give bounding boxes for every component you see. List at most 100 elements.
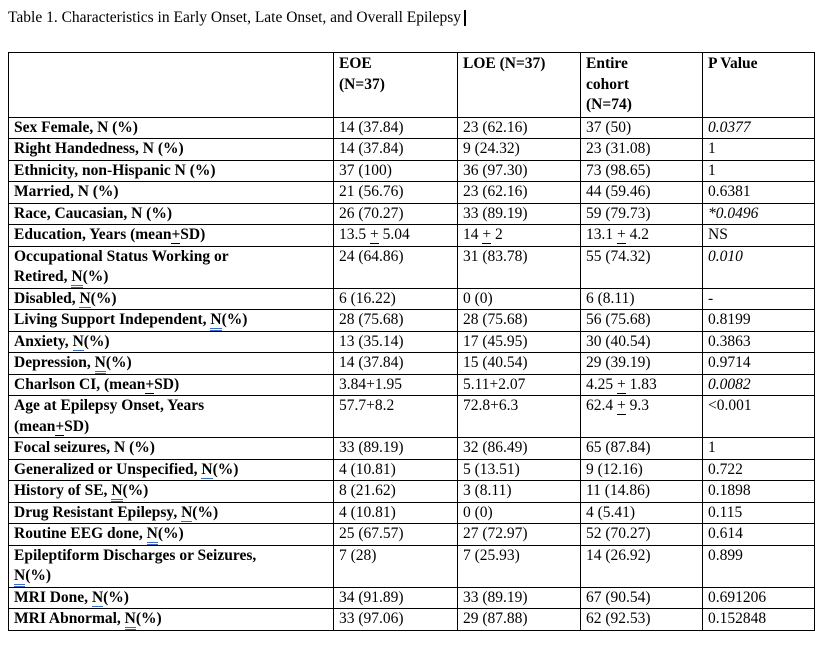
table-row: Occupational Status Working or Retired, … xyxy=(8,245,815,289)
plus-minus-sign: + xyxy=(482,226,492,244)
table-row: Ethnicity, non-Hispanic N (%) 37 (100) 36 … xyxy=(8,159,815,182)
cohort-value: 6 (8.11) xyxy=(580,287,703,310)
row-label: Occupational Status Working or Retired, … xyxy=(8,245,334,289)
header-row: EOE (N=37) LOE (N=37) Entire cohort (N=74)… xyxy=(8,52,815,118)
eoe-value: 28 (75.68) xyxy=(333,309,458,332)
table-row: Right Handedness, N (%) 14 (37.84) 9 (24.3… xyxy=(8,138,815,161)
cohort-value: 4.25 + 1.83 xyxy=(580,373,703,396)
p-value: 0.722 xyxy=(702,458,815,481)
p-value: 1 xyxy=(702,437,815,460)
plus-minus-sign: + xyxy=(617,375,626,394)
grammar-underlined-n: N xyxy=(72,332,84,352)
row-label: Sex Female, N (%) xyxy=(8,116,334,139)
row-label: Focal seizures, N (%) xyxy=(8,437,334,460)
cohort-value: 4 (5.41) xyxy=(580,501,703,524)
p-value: 0.691206 xyxy=(702,586,815,609)
table-row: MRI Done, N(%) 34 (91.89) 33 (89.19) 67 (90… xyxy=(8,586,815,609)
p-value: 0.152848 xyxy=(702,608,815,631)
eoe-value: 57.7+8.2 xyxy=(333,395,458,438)
cohort-value: 14 (26.92) xyxy=(580,544,703,588)
loe-value: 5.11+2.07 xyxy=(457,373,581,396)
loe-value: 9 (24.32) xyxy=(457,138,581,161)
p-value: 0.0377 xyxy=(702,116,815,139)
loe-value: 27 (72.97) xyxy=(457,523,581,546)
document-page: Table 1. Characteristics in Early Onset,… xyxy=(8,8,832,631)
grammar-underlined-n: N xyxy=(91,588,104,608)
cohort-value: 65 (87.84) xyxy=(580,437,703,460)
column-header-entire-cohort-n-74: Entire cohort (N=74) xyxy=(580,52,703,118)
eoe-value: 6 (16.22) xyxy=(333,287,458,310)
eoe-value: 26 (70.27) xyxy=(333,202,458,225)
cohort-value: 62.4 + 9.3 xyxy=(580,395,703,438)
eoe-value: 14 (37.84) xyxy=(333,138,458,161)
p-value: 0.8199 xyxy=(702,309,815,332)
p-value: 0.614 xyxy=(702,523,815,546)
loe-value: 29 (87.88) xyxy=(457,608,581,631)
column-header-eoe-n-37: EOE (N=37) xyxy=(333,52,458,118)
table-row: Age at Epilepsy Onset, Years (mean+SD) 57… xyxy=(8,395,815,438)
grammar-underlined-n: N xyxy=(124,610,136,630)
grammar-underlined-n: N xyxy=(210,311,222,331)
p-value: 0.1898 xyxy=(702,480,815,503)
eoe-value: 13.5 + 5.04 xyxy=(333,224,458,247)
loe-value: 23 (62.16) xyxy=(457,116,581,139)
p-value: - xyxy=(702,287,815,310)
row-label: Drug Resistant Epilepsy, N(%) xyxy=(8,501,334,524)
p-value: 1 xyxy=(702,138,815,161)
row-label: MRI Done, N(%) xyxy=(8,586,334,609)
loe-value: 3 (8.11) xyxy=(457,480,581,503)
eoe-value: 34 (91.89) xyxy=(333,586,458,609)
column-header-loe-n-37: LOE (N=37) xyxy=(457,52,581,118)
table-caption: Table 1. Characteristics in Early Onset,… xyxy=(8,8,832,28)
row-label: Routine EEG done, N(%) xyxy=(8,523,334,546)
grammar-underlined-n: N xyxy=(181,503,193,523)
row-label: History of SE, N(%) xyxy=(8,480,334,503)
cohort-value: 13.1 + 4.2 xyxy=(580,224,703,247)
loe-value: 14 + 2 xyxy=(457,224,581,247)
loe-value: 72.8+6.3 xyxy=(457,395,581,438)
table-row: History of SE, N(%) 8 (21.62) 3 (8.11) 11 (… xyxy=(8,480,815,503)
grammar-underlined-n: N xyxy=(111,482,123,502)
table-header: EOE (N=37) LOE (N=37) Entire cohort (N=74)… xyxy=(8,52,815,118)
loe-value: 15 (40.54) xyxy=(457,352,581,375)
eoe-value: 4 (10.81) xyxy=(333,458,458,481)
table-row: Drug Resistant Epilepsy, N(%) 4 (10.81) 0 … xyxy=(8,501,815,524)
column-header-row-label xyxy=(8,52,334,118)
p-value: 0.899 xyxy=(702,544,815,588)
table-row: Depression, N(%) 14 (37.84) 15 (40.54) 29 (… xyxy=(8,352,815,375)
cohort-value: 73 (98.65) xyxy=(580,159,703,182)
eoe-value: 8 (21.62) xyxy=(333,480,458,503)
grammar-underlined-n: N xyxy=(71,268,83,287)
row-label: Right Handedness, N (%) xyxy=(8,138,334,161)
row-label: Disabled, N(%) xyxy=(8,287,334,310)
table-row: Sex Female, N (%) 14 (37.84) 23 (62.16) 37 … xyxy=(8,116,815,139)
cohort-value: 59 (79.73) xyxy=(580,202,703,225)
row-label: Living Support Independent, N(%) xyxy=(8,309,334,332)
eoe-value: 4 (10.81) xyxy=(333,501,458,524)
column-header-p-value: P Value xyxy=(702,52,815,118)
p-value: 0.3863 xyxy=(702,330,815,353)
loe-value: 33 (89.19) xyxy=(457,586,581,609)
table-body: Sex Female, N (%) 14 (37.84) 23 (62.16) 37 … xyxy=(8,116,815,631)
table-row: Married, N (%) 21 (56.76) 23 (62.16) 44 (59… xyxy=(8,181,815,204)
loe-value: 36 (97.30) xyxy=(457,159,581,182)
cohort-value: 52 (70.27) xyxy=(580,523,703,546)
table-row: MRI Abnormal, N(%) 33 (97.06) 29 (87.88) 62… xyxy=(8,608,815,631)
row-label: MRI Abnormal, N(%) xyxy=(8,608,334,631)
row-label: Age at Epilepsy Onset, Years (mean+SD) xyxy=(8,395,334,438)
plus-minus-sign: + xyxy=(617,397,626,415)
row-label: Epileptiform Discharges or Seizures, N(%… xyxy=(8,544,334,588)
plus-minus-sign: + xyxy=(370,226,379,244)
eoe-value: 14 (37.84) xyxy=(333,352,458,375)
plus-minus-sign: + xyxy=(171,226,181,244)
eoe-value: 13 (35.14) xyxy=(333,330,458,353)
p-value: 0.0082 xyxy=(702,373,815,396)
row-label: Generalized or Unspecified, N(%) xyxy=(8,458,334,481)
row-label: Ethnicity, non-Hispanic N (%) xyxy=(8,159,334,182)
eoe-value: 7 (28) xyxy=(333,544,458,588)
p-value: <0.001 xyxy=(702,395,815,438)
cohort-value: 9 (12.16) xyxy=(580,458,703,481)
cohort-value: 29 (39.19) xyxy=(580,352,703,375)
p-value: 1 xyxy=(702,159,815,182)
eoe-value: 33 (89.19) xyxy=(333,437,458,460)
